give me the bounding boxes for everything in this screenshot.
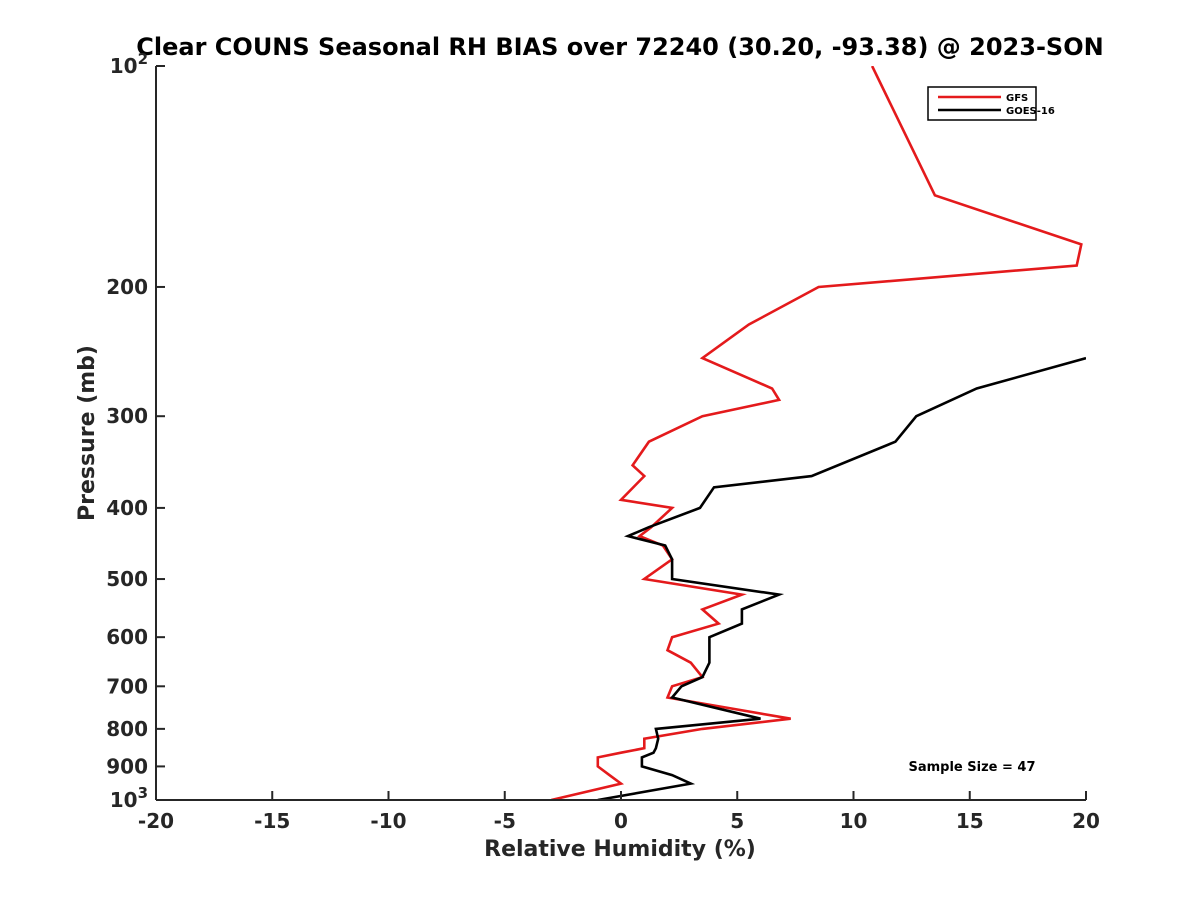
x-tick-label: 5 bbox=[730, 809, 744, 833]
y-tick-label: 103 bbox=[110, 784, 148, 812]
sample-size-annotation: Sample Size = 47 bbox=[908, 760, 1035, 775]
y-tick-label: 900 bbox=[106, 754, 148, 778]
y-tick-label: 700 bbox=[106, 674, 148, 698]
y-tick-label: 200 bbox=[106, 275, 148, 299]
y-tick-label: 300 bbox=[106, 404, 148, 428]
y-tick-label: 102 bbox=[110, 50, 148, 78]
x-tick-label: -20 bbox=[138, 809, 174, 833]
series-line-goes-16 bbox=[597, 356, 1086, 800]
x-tick-label: -10 bbox=[370, 809, 406, 833]
chart-title: Clear COUNS Seasonal RH BIAS over 72240 … bbox=[136, 33, 1103, 61]
series-line-gfs bbox=[551, 66, 1083, 800]
y-tick-label: 500 bbox=[106, 567, 148, 591]
y-axis-label: Pressure (mb) bbox=[75, 345, 100, 521]
y-tick-label: 600 bbox=[106, 625, 148, 649]
x-axis-label: Relative Humidity (%) bbox=[484, 837, 756, 862]
legend-label-goes-16: GOES-16 bbox=[1006, 106, 1055, 117]
legend-label-gfs: GFS bbox=[1006, 93, 1028, 104]
legend-box bbox=[927, 86, 1037, 121]
y-tick-label: 800 bbox=[106, 717, 148, 741]
x-tick-label: -5 bbox=[494, 809, 516, 833]
y-axis-ticks: 102 200 300 400 500 600 700 800 900 103 bbox=[106, 50, 165, 812]
y-tick-label: 400 bbox=[106, 496, 148, 520]
x-tick-label: 10 bbox=[840, 809, 868, 833]
x-axis-ticks: -20 -15 -10 -5 0 5 10 15 20 bbox=[138, 791, 1100, 833]
x-tick-label: 15 bbox=[956, 809, 984, 833]
x-tick-label: -15 bbox=[254, 809, 290, 833]
legend: GFS GOES-16 bbox=[927, 86, 1055, 121]
x-tick-label: 20 bbox=[1072, 809, 1100, 833]
x-tick-label: 0 bbox=[614, 809, 628, 833]
